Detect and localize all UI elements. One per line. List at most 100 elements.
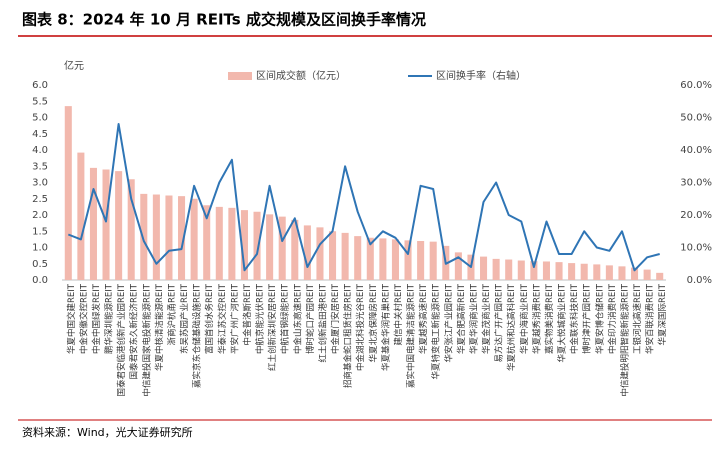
y-tick-label: 4.0 — [32, 145, 48, 156]
bar — [215, 206, 223, 280]
x-tick-label: 华泰江苏交控REIT — [217, 283, 228, 354]
bar — [228, 207, 236, 280]
bar — [555, 262, 563, 280]
x-tick-label: 招商基金蛇口租赁住房REIT — [343, 283, 354, 388]
y2-tick-label: 20.0% — [680, 210, 712, 221]
bar — [291, 219, 299, 280]
y-tick-label: 3.0 — [32, 178, 48, 189]
x-tick-label: 华夏越秀高速REIT — [418, 283, 429, 354]
x-tick-label: 华夏特变电工新能源REIT — [431, 283, 442, 379]
x-tick-label: 中信建投国家电投新能源REIT — [141, 283, 152, 396]
x-tick-label: 华夏深国际REIT — [657, 283, 668, 345]
x-tick-label: 华夏中核清洁能源REIT — [154, 283, 165, 371]
y2-tick-label: 30.0% — [680, 178, 712, 189]
bar — [253, 211, 261, 280]
y-tick-label: 6.0 — [32, 80, 48, 91]
x-tick-label: 华夏基金华润有巢REIT — [380, 283, 391, 371]
x-tick-label: 博时蛇口产园REIT — [305, 283, 316, 354]
x-tick-label: 中信建投明阳智能新能源REIT — [619, 283, 630, 396]
y2-tick-label: 0.0% — [687, 275, 712, 286]
bar — [656, 272, 664, 280]
bar — [178, 196, 186, 280]
legend-label: 区间换手率（右轴） — [436, 69, 526, 82]
x-tick-label: 华夏安博仓储REIT — [594, 283, 605, 354]
bar — [429, 241, 437, 280]
bar — [102, 169, 110, 280]
x-tick-label: 中金安徽交控REIT — [78, 283, 89, 354]
bar — [505, 259, 513, 280]
bar — [542, 261, 550, 280]
bar — [580, 263, 588, 280]
y2-tick-label: 10.0% — [680, 243, 712, 254]
x-tick-label: 华夏中海商业REIT — [519, 283, 530, 354]
x-tick-label: 博时津开产园REIT — [582, 283, 593, 354]
bar — [530, 261, 538, 280]
x-tick-label: 中金湖北科投光谷REIT — [355, 283, 366, 371]
x-tick-label: 中航首钢绿能REIT — [280, 283, 291, 354]
x-tick-label: 华夏合肥高新REIT — [456, 283, 467, 354]
bar — [618, 266, 626, 280]
bar — [329, 231, 337, 280]
x-tick-label: 东吴苏园产业REIT — [179, 283, 190, 354]
bar — [240, 210, 248, 280]
x-tick-label: 富国首创水务REIT — [204, 283, 215, 354]
bar — [316, 227, 324, 280]
x-tick-label: 鹏华深圳能源REIT — [104, 283, 115, 354]
x-tick-label: 华夏金茂商业REIT — [481, 283, 492, 354]
x-tick-label: 华安百联消费REIT — [645, 283, 656, 354]
y-tick-label: 1.0 — [32, 243, 48, 254]
y-tick-label: 3.5 — [32, 161, 48, 172]
bar — [492, 258, 500, 280]
bar — [152, 194, 160, 280]
bar — [517, 260, 525, 280]
x-tick-label: 中金联东科技REIT — [569, 283, 580, 354]
bar — [631, 267, 639, 280]
x-tick-label: 华夏大悦城商业REIT — [557, 283, 568, 362]
bar — [354, 236, 362, 280]
x-tick-label: 国泰君安临港创新产业园REIT — [116, 283, 127, 396]
x-tick-label: 嘉实京东仓储基础设施REIT — [192, 283, 203, 388]
x-tick-label: 建信中关村REIT — [393, 283, 404, 345]
x-tick-label: 嘉实中国电建清洁能源REIT — [406, 283, 417, 388]
y-tick-label: 4.5 — [32, 129, 48, 140]
bar — [454, 252, 462, 280]
bar — [266, 214, 274, 280]
x-tick-label: 华安张江产业园REIT — [443, 283, 454, 362]
x-tick-label: 浙商沪杭甬REIT — [166, 283, 177, 345]
y-tick-label: 0.5 — [32, 259, 48, 270]
x-tick-label: 中金中国绿发REIT — [91, 283, 102, 354]
bar — [593, 264, 601, 280]
y-axis-unit: 亿元 — [64, 59, 84, 72]
x-tick-label: 易方达广开产园REIT — [494, 283, 505, 362]
bar — [480, 256, 488, 280]
y2-tick-label: 60.0% — [680, 80, 712, 91]
x-tick-label: 工银河北高速REIT — [632, 283, 643, 354]
y-tick-label: 2.5 — [32, 194, 48, 205]
bar — [89, 167, 97, 280]
y-tick-label: 5.0 — [32, 113, 48, 124]
y2-tick-label: 50.0% — [680, 113, 712, 124]
y-tick-label: 5.5 — [32, 96, 48, 107]
bar — [643, 269, 651, 280]
bar — [127, 179, 135, 280]
bar — [341, 232, 349, 280]
x-tick-label: 华夏北京保障房REIT — [368, 283, 379, 362]
x-tick-label: 华夏华润商业REIT — [468, 283, 479, 354]
bar — [203, 205, 211, 280]
x-tick-label: 中金普洛斯REIT — [242, 283, 253, 345]
bar — [303, 225, 311, 280]
x-tick-label: 华夏越秀消费REIT — [531, 283, 542, 354]
bar — [605, 265, 613, 280]
chart-title: 图表 8：2024 年 10 月 REITs 成交规模及区间换手率情况 — [22, 11, 426, 29]
bar — [417, 241, 425, 280]
x-tick-label: 国泰君安东久新经济REIT — [129, 283, 140, 379]
bar — [115, 171, 123, 280]
x-tick-label: 红土创新盐田港REIT — [317, 283, 328, 362]
legend-label: 区间成交额（亿元） — [256, 69, 346, 82]
x-tick-label: 华夏中国交建REIT — [66, 283, 77, 354]
legend-swatch — [228, 72, 252, 80]
bar — [77, 152, 85, 280]
bar — [64, 106, 72, 280]
bar — [140, 193, 148, 280]
source: 资料来源：Wind，光大证券研究所 — [22, 425, 193, 439]
